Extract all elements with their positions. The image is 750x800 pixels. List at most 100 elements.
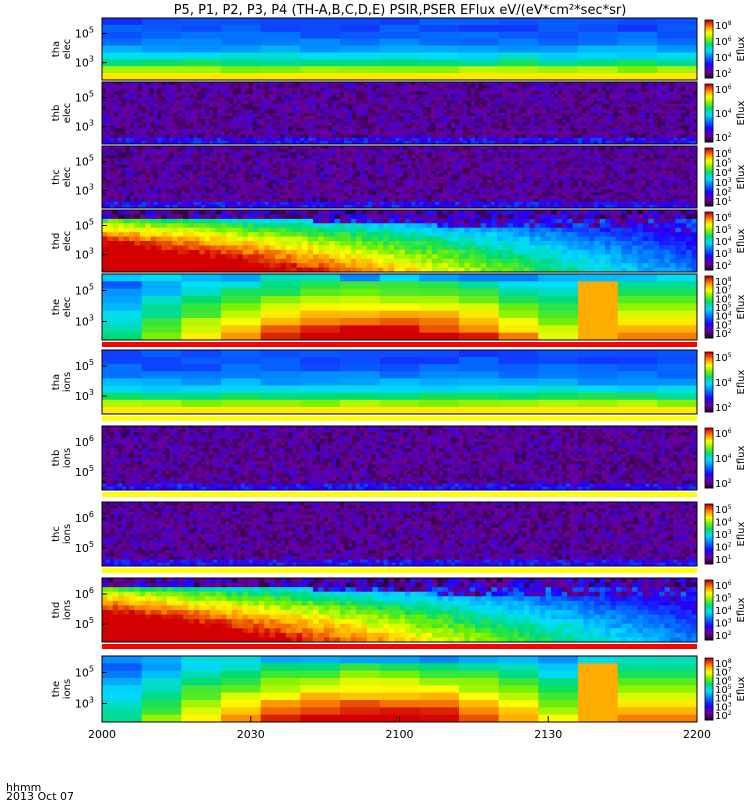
x-tick-label: 2000 [88, 728, 116, 741]
y-tick-label: 103 [75, 119, 94, 134]
colorbar-tick-label: 104 [715, 605, 732, 617]
colorbar-tick-label: 105 [715, 224, 732, 236]
panel-label: thdelec [51, 231, 73, 252]
flag-bar [102, 416, 697, 421]
colorbar-title: Eflux [736, 294, 747, 319]
colorbar-tick-label: 107 [715, 667, 732, 679]
colorbar-tick-label: 106 [715, 212, 732, 224]
panel-label: thdions [51, 600, 73, 620]
colorbar-tick-label: 105 [715, 504, 732, 516]
panel-stack: thaelec 105 103 108 106 104 102 Eflux thbelec 105… [51, 17, 747, 723]
colorbar-title: Eflux [736, 100, 747, 125]
y-tick-label: 105 [75, 464, 94, 479]
colorbar-tick-label: 102 [715, 402, 732, 414]
colorbar-tick-label: 104 [715, 108, 732, 120]
flag-bar [102, 644, 697, 649]
colorbar-tick-label: 103 [715, 248, 732, 260]
y-tick-label: 105 [75, 218, 94, 233]
colorbar-tha-elec: 108 106 104 102 Eflux [704, 19, 747, 80]
colorbar-tick-label: 102 [715, 132, 732, 144]
colorbar-tick-label: 101 [715, 554, 732, 566]
y-tick-label: 105 [75, 283, 94, 298]
panel-frame [101, 501, 698, 567]
colorbar-tick-label: 105 [715, 352, 732, 364]
panel-frame [101, 145, 698, 209]
colorbar-thb-ions: 106 104 102 Eflux [704, 427, 747, 490]
colorbar-title: Eflux [736, 445, 747, 470]
colorbar-tick-label: 103 [715, 618, 732, 630]
heatmap-thb-ions [102, 426, 697, 490]
colorbar-tick-label: 104 [715, 693, 732, 705]
colorbar-tick-label: 103 [715, 529, 732, 541]
colorbar-title: Eflux [736, 228, 747, 253]
y-tick-label: 103 [75, 314, 94, 329]
colorbar-tick-label: 102 [715, 68, 732, 80]
panel-frame [101, 17, 698, 81]
panel-frame [101, 577, 698, 643]
colorbar-tha-ions: 105 104 102 Eflux [704, 351, 747, 414]
colorbar-tick-label: 102 [715, 542, 732, 554]
panel-label: thaions [51, 372, 73, 392]
colorbar-tick-label: 108 [715, 658, 732, 670]
heatmap-thc-elec [102, 146, 697, 208]
heatmap-tha-ions [102, 350, 697, 414]
colorbar-title: Eflux [736, 164, 747, 189]
colorbar-title: Eflux [736, 521, 747, 546]
y-tick-label: 105 [75, 154, 94, 169]
colorbar-tick-label: 104 [715, 167, 732, 179]
panel-label: thaelec [51, 39, 73, 60]
colorbar-tick-label: 105 [715, 158, 732, 170]
panel-label: thbelec [51, 103, 73, 124]
time-unit-label: hhmm [6, 781, 41, 794]
colorbar-tick-label: 102 [715, 710, 732, 722]
y-tick-label: 103 [75, 247, 94, 262]
colorbar-tick-label: 102 [715, 478, 732, 490]
colorbar-tick-label: 106 [715, 293, 732, 305]
panel-frame [101, 349, 698, 415]
colorbar-tick-label: 106 [715, 84, 732, 96]
panel-tha-ions: thaions 105 103 105 104 102 Eflux [51, 349, 747, 421]
heatmap-thc-ions [102, 502, 697, 566]
time-axis: 2000 2030 2100 2130 2200 [88, 716, 711, 741]
heatmap-thd-elec [102, 210, 697, 272]
colorbar-tick-label: 104 [715, 377, 732, 389]
y-tick-label: 105 [75, 540, 94, 555]
panel-frame [101, 209, 698, 273]
x-tick-label: 2200 [683, 728, 711, 741]
panel-label: thcelec [51, 167, 73, 188]
colorbar-tick-label: 104 [715, 311, 732, 323]
colorbar-tick-label: 106 [715, 675, 732, 687]
panel-label: theions [51, 679, 73, 699]
colorbar-title: Eflux [736, 369, 747, 394]
colorbar-tick-label: 104 [715, 236, 732, 248]
y-tick-label: 103 [75, 388, 94, 403]
date-label: 2013 Oct 07 [6, 790, 74, 800]
colorbar-tick-label: 106 [715, 148, 732, 160]
colorbar-tick-label: 105 [715, 302, 732, 314]
y-tick-label: 105 [75, 616, 94, 631]
colorbar-tick-label: 102 [715, 630, 732, 642]
panel-frame [101, 81, 698, 145]
colorbar-tick-label: 102 [715, 186, 732, 198]
colorbar-tick-label: 108 [715, 20, 732, 32]
colorbar-tick-label: 101 [715, 196, 732, 208]
heatmap-thb-elec [102, 82, 697, 144]
y-tick-label: 103 [75, 183, 94, 198]
flag-bar [102, 568, 697, 573]
colorbar-tick-label: 106 [715, 580, 732, 592]
colorbar-title: Eflux [736, 597, 747, 622]
colorbar-tick-label: 106 [715, 36, 732, 48]
panel-label: theelec [51, 297, 73, 318]
y-tick-label: 106 [75, 434, 94, 449]
colorbar-tick-label: 108 [715, 276, 732, 288]
